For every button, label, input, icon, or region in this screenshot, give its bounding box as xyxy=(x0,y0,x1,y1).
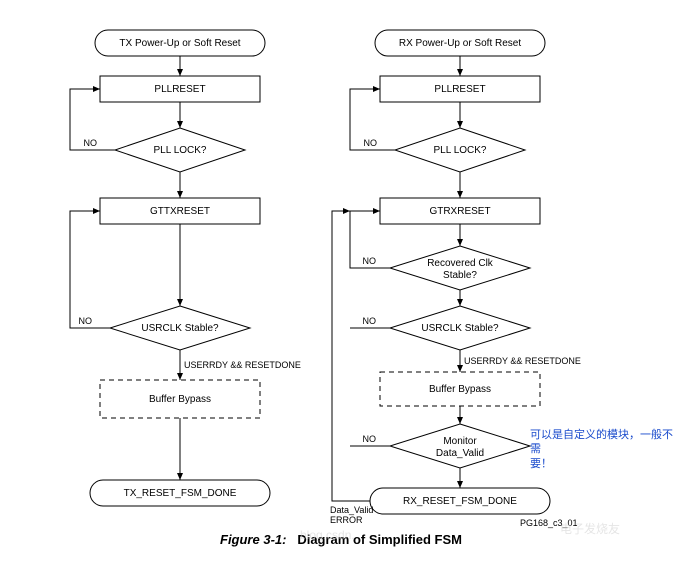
svg-text:ERROR: ERROR xyxy=(330,515,363,525)
svg-text:RX_RESET_FSM_DONE: RX_RESET_FSM_DONE xyxy=(403,496,517,507)
svg-text:Buffer Bypass: Buffer Bypass xyxy=(429,384,491,395)
svg-text:USRCLK Stable?: USRCLK Stable? xyxy=(421,323,499,334)
svg-text:Monitor: Monitor xyxy=(443,436,477,447)
svg-text:Data_Valid: Data_Valid xyxy=(436,448,484,459)
svg-text:PLL LOCK?: PLL LOCK? xyxy=(154,145,207,156)
svg-text:TX_RESET_FSM_DONE: TX_RESET_FSM_DONE xyxy=(124,488,237,499)
svg-text:NO: NO xyxy=(84,138,98,148)
svg-text:GTRXRESET: GTRXRESET xyxy=(429,206,490,217)
svg-text:Buffer Bypass: Buffer Bypass xyxy=(149,394,211,405)
svg-text:NO: NO xyxy=(363,434,377,444)
watermark-elec: 电子发烧友 xyxy=(560,520,620,537)
annotation-text: 可以是自定义的模块，一般不需 要！ xyxy=(530,428,682,471)
svg-text:TX Power-Up or Soft Reset: TX Power-Up or Soft Reset xyxy=(119,38,240,49)
svg-text:Data_Valid: Data_Valid xyxy=(330,505,373,515)
svg-text:Stable?: Stable? xyxy=(443,270,477,281)
svg-text:PLL LOCK?: PLL LOCK? xyxy=(434,145,487,156)
svg-text:NO: NO xyxy=(363,256,377,266)
svg-text:USERRDY && RESETDONE: USERRDY && RESETDONE xyxy=(464,356,581,366)
svg-text:NO: NO xyxy=(79,316,93,326)
svg-text:GTTXRESET: GTTXRESET xyxy=(150,206,210,217)
watermark-csdn: blog.csdn. xyxy=(300,528,355,542)
svg-text:NO: NO xyxy=(363,316,377,326)
svg-text:USERRDY && RESETDONE: USERRDY && RESETDONE xyxy=(184,360,301,370)
figure-number: Figure 3-1: xyxy=(220,532,286,547)
svg-text:PLLRESET: PLLRESET xyxy=(434,84,485,95)
svg-text:Recovered Clk: Recovered Clk xyxy=(427,258,494,269)
svg-text:NO: NO xyxy=(364,138,378,148)
svg-text:RX Power-Up or Soft Reset: RX Power-Up or Soft Reset xyxy=(399,38,521,49)
svg-text:USRCLK Stable?: USRCLK Stable? xyxy=(141,323,219,334)
svg-text:PLLRESET: PLLRESET xyxy=(154,84,205,95)
